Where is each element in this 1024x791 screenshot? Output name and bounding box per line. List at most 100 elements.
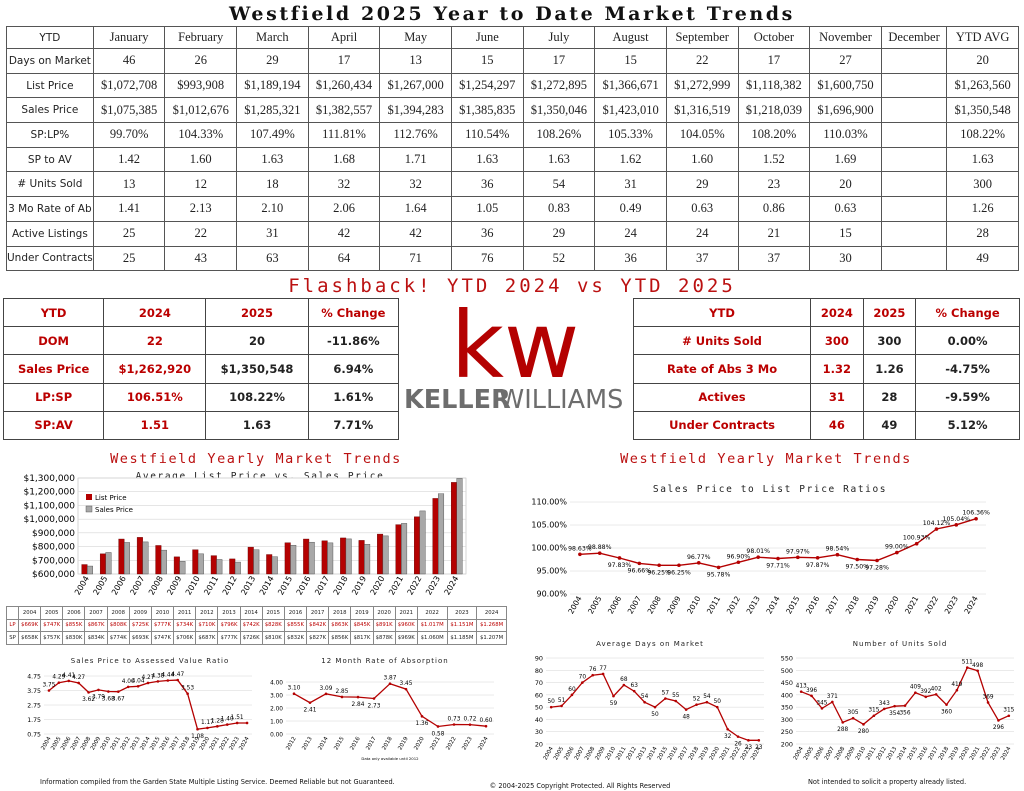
table-cell: 1.63 — [450, 146, 524, 173]
table-row: # Units Sold 13 12 18 32 32 36 54 31 29 23 20 300 — [6, 171, 1019, 198]
data-label: 26 — [734, 741, 742, 747]
table-cell: $832K — [283, 631, 308, 645]
table-cell: $706K — [173, 631, 197, 645]
table-cell: 12 — [164, 171, 238, 198]
y-tick-label: 4.75 — [27, 674, 41, 681]
table-cell: 0.63 — [809, 196, 882, 222]
data-label: 97.87% — [806, 562, 830, 569]
y-tick-label: $800,000 — [32, 543, 75, 553]
table-cell: $777K — [150, 618, 175, 632]
table-cell: $1,382,557 — [307, 97, 381, 124]
table-cell: 28 — [946, 220, 1019, 247]
table-row: SP:AV 1.51 1.63 7.71% — [2, 410, 400, 440]
data-label: 288 — [837, 727, 848, 733]
column-header: June — [450, 26, 524, 49]
x-tick-label: 2012 — [285, 736, 297, 751]
table-cell: $1.185M — [446, 631, 478, 645]
bar-list-price — [395, 524, 402, 575]
flashback-title: Flashback! YTD 2024 vs YTD 2025 — [288, 275, 736, 297]
data-point — [747, 739, 750, 742]
table-cell: 28 — [862, 382, 917, 412]
data-point — [107, 690, 110, 693]
column-header: September — [665, 26, 739, 49]
x-tick-label: 2021 — [387, 575, 405, 597]
data-label: 2.41 — [304, 707, 317, 713]
y-tick-label: 50 — [535, 704, 543, 712]
data-point — [799, 690, 803, 693]
bar-sales-price — [271, 556, 278, 575]
x-tick-label: 2009 — [665, 594, 682, 615]
data-label: 54 — [641, 694, 649, 700]
bar-list-price — [192, 549, 199, 575]
x-tick-label: 2018 — [381, 736, 394, 752]
table-row: Under Contracts 25 43 63 64 71 76 52 36 37 37 30 49 — [6, 245, 1019, 272]
data-label: 4.27 — [142, 675, 155, 681]
data-point — [225, 723, 229, 726]
table-cell: 2.10 — [236, 196, 309, 222]
data-point — [420, 715, 424, 718]
x-tick-label: 2017 — [313, 575, 331, 597]
y-tick-label: 60 — [535, 691, 543, 699]
data-label: 105.04% — [943, 516, 971, 523]
data-point — [146, 681, 150, 685]
y-tick-label: 300 — [781, 716, 793, 724]
table-row: Sales Price $1,262,920 $1,350,548 6.94% — [2, 354, 400, 384]
y-tick-label: $1,300,000 — [23, 474, 75, 484]
table-cell — [880, 48, 948, 74]
row-label: Rate of Abs 3 Mo — [632, 354, 812, 384]
data-point — [976, 669, 979, 673]
x-tick-label: 2010 — [685, 594, 702, 615]
data-label: 1.17 — [201, 720, 214, 726]
data-label: 0.60 — [480, 718, 493, 724]
x-tick-label: 2016 — [804, 594, 821, 615]
data-point — [340, 695, 344, 699]
table-cell: 1.63 — [205, 410, 309, 440]
x-tick-label: 2024 — [962, 594, 979, 615]
row-label: List Price — [6, 72, 94, 99]
data-label: 4.27 — [72, 675, 85, 681]
table-cell: 31 — [810, 382, 864, 412]
bar-sales-price — [419, 510, 426, 575]
bar-list-price — [432, 498, 439, 575]
y-tick-label: $600,000 — [32, 570, 75, 580]
table-cell: 71 — [379, 245, 452, 272]
data-label: 4.41 — [62, 673, 75, 679]
data-label: 32 — [724, 734, 732, 740]
data-point — [643, 700, 646, 704]
data-point — [632, 689, 636, 693]
data-point — [404, 687, 408, 691]
table-row: List Price $1,072,708 $993,908 $1,189,194 $1… — [6, 72, 1019, 99]
logo-wordmark-williams: WILLIAMS — [499, 385, 623, 413]
data-label: 0.58 — [432, 731, 445, 737]
chart-title-units-sold: Number of Units Sold — [852, 640, 948, 648]
table-cell: $1,012,676 — [164, 97, 238, 124]
table-cell: 300 — [810, 326, 864, 356]
table-cell: 64 — [307, 245, 381, 272]
x-tick-label: 2004 — [566, 594, 583, 615]
bar-list-price — [377, 533, 384, 575]
table-cell: $828K — [261, 618, 285, 632]
table-cell: 29 — [522, 220, 596, 247]
data-label: 0.73 — [448, 717, 461, 723]
data-point — [617, 556, 622, 560]
data-label: 1.08 — [191, 734, 204, 740]
chart-title-list-vs-sales: Average List Price vs. Sales Price — [135, 471, 385, 482]
table-cell: 1.64 — [379, 196, 452, 222]
data-point — [872, 714, 876, 718]
data-point — [1007, 714, 1011, 718]
table-cell: 52 — [522, 245, 596, 272]
column-header: November — [809, 26, 882, 49]
data-point — [756, 555, 760, 559]
data-point — [166, 679, 170, 682]
y-tick-label: $1,200,000 — [23, 488, 75, 498]
bar-sales-price — [327, 542, 334, 575]
table-cell: 49 — [946, 245, 1019, 272]
table-cell: $1,260,434 — [307, 72, 381, 99]
x-tick-label: 2015 — [333, 736, 346, 752]
data-label: 511 — [962, 660, 973, 666]
column-header: 2024 — [810, 297, 864, 328]
table-cell: -4.75% — [915, 354, 1020, 384]
data-point — [895, 550, 899, 555]
table-cell: 1.60 — [164, 146, 238, 173]
x-tick-label: 2019 — [350, 575, 368, 597]
